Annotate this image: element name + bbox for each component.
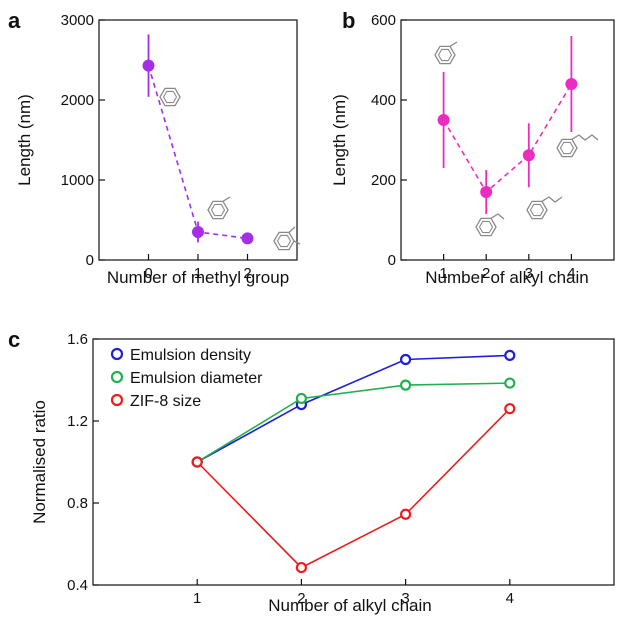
panel-letter: b: [342, 8, 355, 33]
x-axis-label: Number of methyl group: [107, 268, 289, 287]
x-tick-label: 0: [144, 265, 152, 282]
y-tick-label: 0: [388, 252, 396, 269]
data-point: [142, 59, 155, 72]
data-point: [437, 114, 450, 126]
alkyl-bond: [541, 196, 563, 203]
data-point: [522, 149, 535, 162]
data-point: [192, 226, 204, 238]
ethylbenzene-structure-icon: [475, 213, 505, 237]
toluene-structure-icon: [207, 196, 231, 220]
legend-marker: [110, 347, 124, 361]
data-point: [400, 508, 412, 520]
series-line: [196, 382, 510, 463]
ring-inner: [478, 220, 494, 234]
y-tick-label: 0.4: [67, 577, 88, 594]
x-axis-label: Number of alkyl chain: [268, 596, 431, 615]
y-tick-label: 1.6: [67, 331, 88, 348]
x-axis-label: Number of alkyl chain: [425, 268, 588, 287]
legend-label: ZIF-8 size: [130, 393, 201, 410]
x-tick-label: 2: [482, 265, 490, 282]
x-tick-label: 2: [243, 265, 251, 282]
legend-marker: [110, 393, 124, 407]
plot-frame: [400, 19, 615, 261]
y-tick-label: 1.2: [67, 413, 88, 430]
ring-inner: [437, 48, 453, 62]
series-line: [196, 354, 510, 463]
x-tick-label: 2: [297, 590, 305, 607]
data-point: [480, 186, 493, 198]
y-tick-label: 400: [371, 92, 396, 109]
data-point: [504, 349, 516, 361]
propylbenzene-structure-icon: [526, 196, 563, 220]
alkyl-bond: [571, 134, 599, 141]
y-tick-label: 200: [371, 172, 396, 189]
x-tick-label: 4: [567, 265, 575, 282]
benzene-structure-icon: [159, 87, 181, 107]
y-tick-label: 0: [86, 252, 94, 269]
panel-c: c 0.4 0.8 1.2 1.6 1 2 3 4 Number of alkyl chain No…: [8, 327, 615, 615]
ring-inner: [162, 90, 178, 104]
ring-inner: [210, 203, 226, 217]
data-point: [400, 379, 412, 391]
alkyl-bond: [293, 240, 301, 245]
y-tick-label: 1000: [61, 172, 94, 189]
x-tick-label: 3: [401, 590, 409, 607]
y-axis-label: Length (nm): [330, 94, 349, 186]
data-point: [241, 232, 254, 245]
y-tick-label: 2000: [61, 92, 94, 109]
panel-letter: c: [8, 327, 20, 352]
ring-inner: [529, 203, 545, 217]
x-tick-label: 1: [439, 265, 447, 282]
alkyl-bond: [449, 41, 458, 47]
series-line: [196, 408, 511, 569]
panel-letter: a: [8, 8, 21, 33]
butylbenzene-structure-icon: [556, 134, 599, 158]
plot-frame: [92, 338, 615, 586]
x-tick-label: 1: [194, 265, 202, 282]
data-point: [504, 377, 516, 389]
ring-inner: [276, 234, 292, 248]
y-axis-label: Length (nm): [15, 94, 34, 186]
data-point: [191, 456, 203, 468]
ring-inner: [559, 141, 575, 155]
y-tick-label: 600: [371, 12, 396, 29]
data-point: [565, 78, 578, 90]
data-point: [295, 392, 307, 405]
xylene-structure-icon: [273, 226, 301, 251]
data-point: [400, 353, 412, 366]
series-connector: [442, 83, 573, 194]
alkyl-bond: [490, 213, 505, 220]
x-tick-label: 1: [193, 590, 201, 607]
alkyl-bond: [288, 226, 296, 233]
data-point: [295, 561, 307, 574]
x-tick-label: 3: [525, 265, 533, 282]
alkyl-bond: [222, 196, 231, 202]
y-axis-label: Normalised ratio: [30, 400, 49, 524]
toluene-structure-icon: [434, 41, 458, 65]
y-tick-label: 3000: [61, 12, 94, 29]
data-point: [504, 403, 516, 415]
legend-label: Emulsion diameter: [130, 370, 263, 387]
y-tick-label: 0.8: [67, 495, 88, 512]
x-tick-label: 4: [506, 590, 514, 607]
legend-marker: [110, 370, 124, 384]
legend-label: Emulsion density: [130, 347, 251, 364]
